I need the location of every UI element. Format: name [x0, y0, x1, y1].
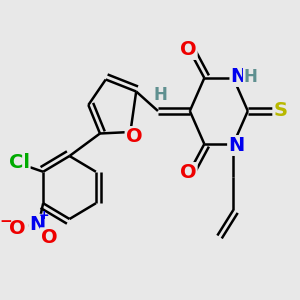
Text: N: N [228, 136, 244, 155]
Text: H: H [154, 85, 168, 103]
Text: Cl: Cl [9, 153, 30, 172]
Text: N: N [230, 67, 247, 86]
Text: N: N [29, 215, 46, 234]
Text: O: O [180, 40, 197, 59]
Text: O: O [180, 163, 197, 182]
Text: S: S [273, 101, 287, 121]
Text: O: O [40, 228, 57, 247]
Text: O: O [126, 127, 142, 146]
Text: O: O [9, 219, 26, 238]
Text: −: − [0, 214, 12, 229]
Text: +: + [39, 209, 49, 222]
Text: H: H [244, 68, 258, 85]
